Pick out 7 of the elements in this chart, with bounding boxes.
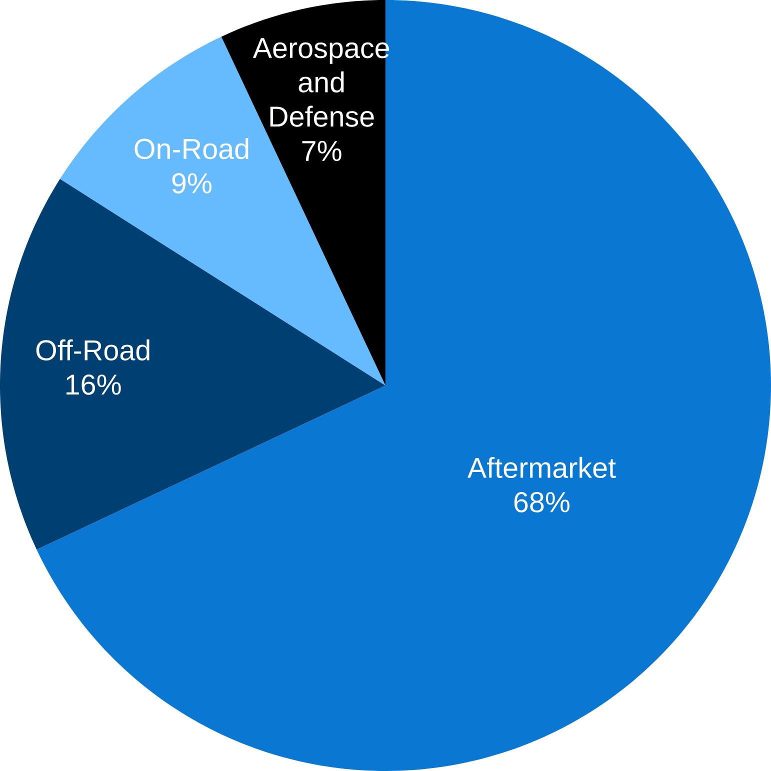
slice-label: Off-Road (36, 339, 150, 361)
data-label: 7% (302, 140, 342, 162)
slice-label: On-Road (134, 138, 248, 160)
data-label: 16% (66, 374, 121, 395)
data-label: 68% (514, 492, 570, 512)
data-label: 9% (172, 173, 212, 194)
slice-label: Aftermarket (467, 456, 616, 478)
